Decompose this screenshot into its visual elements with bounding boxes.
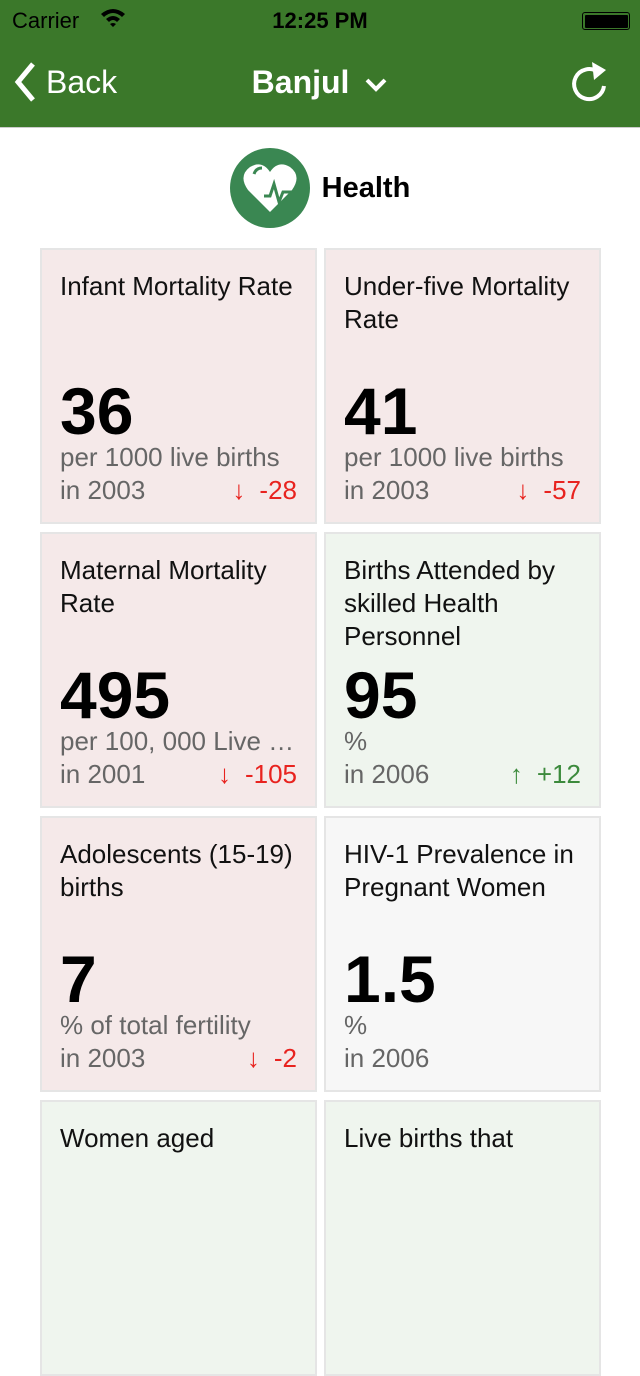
indicator-card[interactable]: HIV-1 Prevalence in Pregnant Women 1.5 %…: [324, 816, 601, 1092]
card-change: ↓ -105: [218, 759, 297, 790]
arrow-down-icon: ↓: [246, 1043, 260, 1073]
card-title: Births Attended by skilled Health Person…: [344, 555, 556, 651]
indicator-card[interactable]: Adolescents (15-19) births 7 % of total …: [40, 816, 317, 1092]
card-value: 7: [60, 942, 97, 1016]
card-change: ↓ -2: [247, 1043, 297, 1074]
card-value: 41: [344, 374, 418, 448]
card-change-value: -57: [543, 475, 581, 505]
card-year: in 2006: [344, 1043, 430, 1073]
card-value: 495: [60, 658, 171, 732]
card-change: ↓ -57: [516, 475, 581, 506]
status-bar: Carrier 12:25 PM: [0, 0, 640, 40]
clock: 12:25 PM: [272, 8, 368, 33]
arrow-down-icon: ↓: [232, 475, 246, 505]
card-year: in 2003: [60, 475, 146, 505]
city-title: Banjul: [251, 64, 350, 100]
card-change: ↓ -28: [232, 475, 297, 506]
card-change: ↑ +12: [510, 759, 581, 790]
card-title: Maternal Mortality Rate: [60, 555, 267, 618]
carrier-label: Carrier: [12, 8, 80, 33]
card-title: Infant Mortality Rate: [60, 271, 293, 301]
card-unit: %: [344, 1010, 368, 1040]
indicator-card[interactable]: Live births that: [324, 1100, 601, 1376]
card-unit: per 100, 000 Live births: [60, 726, 300, 756]
arrow-down-icon: ↓: [516, 475, 530, 505]
indicator-card[interactable]: Births Attended by skilled Health Person…: [324, 532, 601, 808]
card-value: 1.5: [344, 942, 436, 1016]
section-title: Health: [321, 171, 411, 204]
card-title: Women aged: [60, 1123, 215, 1153]
card-value: 36: [60, 374, 134, 448]
card-year: in 2006: [344, 759, 430, 789]
section-header: Health: [0, 148, 640, 228]
arrow-up-icon: ↑: [509, 759, 523, 789]
card-change-value: +12: [536, 759, 581, 789]
card-change-value: -2: [273, 1043, 297, 1073]
card-year: in 2003: [344, 475, 430, 505]
nav-bar: Back Banjul: [0, 40, 640, 128]
battery-icon: [582, 12, 630, 30]
card-title: Under-five Mortality Rate: [344, 271, 570, 334]
card-unit: %: [344, 726, 368, 756]
card-change-value: -28: [259, 475, 297, 505]
heart-pulse-icon: [229, 148, 310, 228]
indicator-card[interactable]: Women aged: [40, 1100, 317, 1376]
chevron-left-icon: [14, 62, 35, 102]
card-title: Adolescents (15-19) births: [60, 839, 293, 902]
city-selector[interactable]: Banjul: [0, 64, 640, 101]
card-year: in 2003: [60, 1043, 146, 1073]
card-change-value: -105: [244, 759, 297, 789]
card-unit: per 1000 live births: [344, 442, 564, 472]
card-unit: per 1000 live births: [60, 442, 280, 472]
wifi-icon: [101, 9, 125, 27]
back-button[interactable]: Back: [14, 62, 117, 102]
card-unit: % of total fertility: [60, 1010, 251, 1040]
card-title: Live births that: [344, 1123, 514, 1153]
refresh-icon[interactable]: [570, 60, 610, 106]
card-value: 95: [344, 658, 418, 732]
arrow-down-icon: ↓: [217, 759, 231, 789]
chevron-down-icon: [365, 78, 387, 92]
card-title: HIV-1 Prevalence in Pregnant Women: [344, 839, 574, 902]
indicator-card[interactable]: Infant Mortality Rate 36 per 1000 live b…: [40, 248, 317, 524]
indicator-card[interactable]: Maternal Mortality Rate 495 per 100, 000…: [40, 532, 317, 808]
back-label: Back: [46, 63, 118, 100]
indicator-card[interactable]: Under-five Mortality Rate 41 per 1000 li…: [324, 248, 601, 524]
card-year: in 2001: [60, 759, 146, 789]
